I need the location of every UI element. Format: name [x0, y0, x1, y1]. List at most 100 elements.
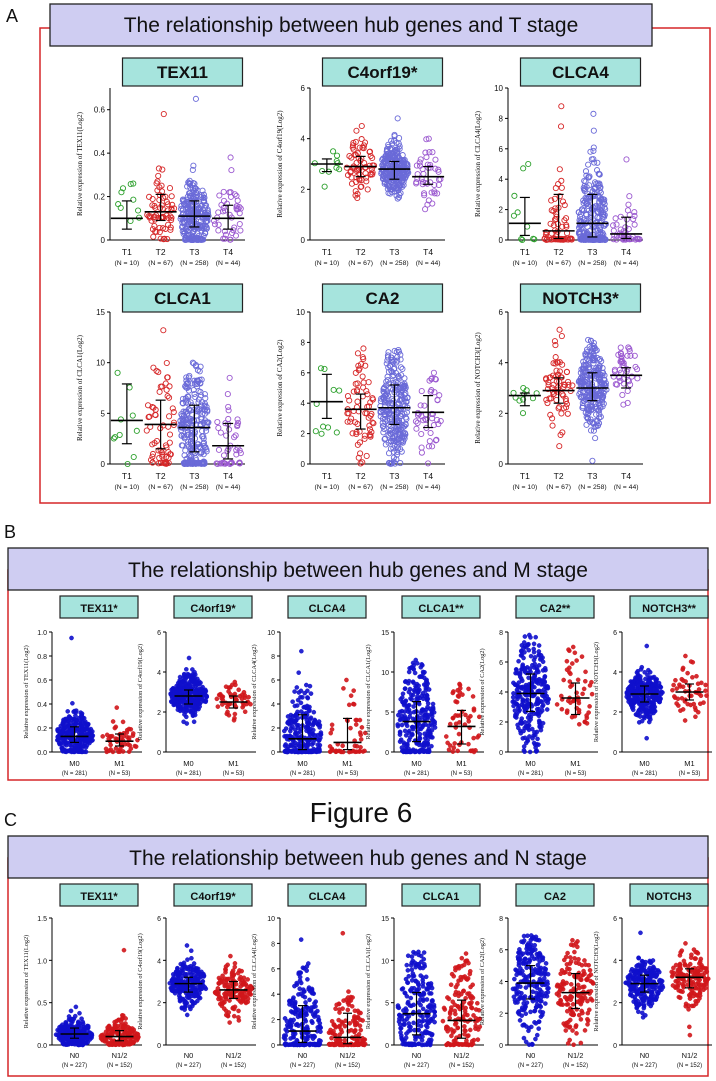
data-point	[89, 738, 95, 744]
data-point	[180, 214, 187, 221]
data-point	[385, 364, 392, 371]
data-point	[536, 669, 541, 675]
data-point	[425, 732, 430, 737]
gene-title: CLCA4	[309, 603, 347, 615]
data-point	[393, 451, 400, 458]
data-point	[540, 702, 546, 708]
gene-title: TEX11	[157, 63, 208, 82]
data-point	[528, 635, 533, 640]
data-point	[582, 396, 589, 403]
x-tick-count: (N = 10)	[513, 484, 538, 491]
data-point	[520, 662, 526, 668]
y-tick-label: 0	[499, 750, 503, 757]
data-point	[521, 748, 527, 753]
data-point	[160, 327, 167, 334]
data-point	[283, 726, 289, 731]
data-point	[578, 381, 585, 388]
data-point	[401, 410, 408, 417]
data-point	[186, 177, 193, 184]
data-point	[563, 368, 570, 375]
data-point	[214, 418, 221, 426]
data-point	[525, 738, 531, 744]
data-point	[317, 722, 323, 728]
data-point	[586, 418, 594, 425]
data-point	[570, 644, 576, 650]
y-tick-label: 15	[381, 630, 389, 637]
data-point	[559, 223, 566, 230]
data-point	[582, 198, 589, 205]
x-tick-label: T1	[122, 247, 132, 257]
data-point	[388, 354, 395, 361]
data-point	[631, 352, 638, 359]
data-point	[623, 156, 630, 163]
panel-a-header	[49, 3, 653, 47]
panel-c-title: The relationship between hub genes and N…	[129, 847, 587, 870]
data-point	[195, 676, 200, 682]
data-point	[69, 635, 74, 641]
data-point	[402, 414, 409, 421]
data-point	[443, 734, 449, 739]
data-point	[556, 193, 563, 200]
data-point	[390, 372, 397, 379]
data-point	[597, 189, 604, 196]
data-point	[344, 677, 349, 683]
data-point	[225, 415, 232, 423]
data-point	[159, 453, 166, 460]
data-point	[530, 235, 537, 242]
data-point	[192, 196, 199, 203]
data-point	[549, 422, 556, 429]
data-point	[422, 669, 427, 675]
data-point	[133, 744, 139, 749]
data-point	[224, 711, 230, 717]
data-point	[180, 682, 186, 688]
data-point	[183, 380, 190, 388]
data-point	[366, 148, 374, 155]
data-point	[541, 235, 548, 242]
data-point	[556, 166, 563, 173]
data-point	[358, 136, 365, 143]
data-point	[333, 429, 340, 436]
x-tick-label: M0	[411, 759, 421, 768]
data-point	[183, 399, 190, 406]
data-point	[233, 451, 240, 458]
data-point	[327, 749, 333, 755]
data-point	[318, 430, 325, 437]
data-point	[114, 369, 121, 376]
x-tick-label: T4	[621, 471, 631, 481]
data-point	[572, 650, 578, 656]
data-point	[77, 1010, 82, 1016]
y-tick-label: 4	[499, 690, 503, 697]
group-t2: T2(N = 67)	[343, 122, 378, 267]
data-point	[636, 236, 643, 243]
data-point	[587, 416, 594, 423]
data-point	[400, 691, 406, 697]
data-point	[517, 707, 522, 713]
data-point	[418, 449, 425, 456]
data-point	[110, 435, 117, 442]
data-point	[150, 364, 157, 371]
data-point	[429, 200, 436, 207]
data-point	[197, 388, 204, 396]
x-tick-label: T4	[621, 247, 631, 257]
data-point	[423, 688, 428, 693]
data-point	[421, 723, 426, 728]
y-tick-label: 0	[301, 236, 306, 245]
data-point	[368, 410, 375, 418]
data-point	[396, 143, 403, 150]
group-m1: M1(N = 53)	[214, 679, 253, 777]
data-point	[587, 213, 595, 220]
data-point	[383, 378, 390, 385]
data-point	[612, 215, 619, 222]
data-point	[149, 195, 156, 203]
data-point	[398, 737, 404, 742]
data-point	[580, 207, 588, 214]
data-point	[170, 408, 177, 416]
data-point	[352, 192, 359, 199]
data-point	[351, 688, 356, 693]
data-point	[350, 407, 357, 415]
data-point	[387, 362, 394, 369]
data-point	[624, 387, 631, 395]
data-point	[360, 345, 367, 352]
